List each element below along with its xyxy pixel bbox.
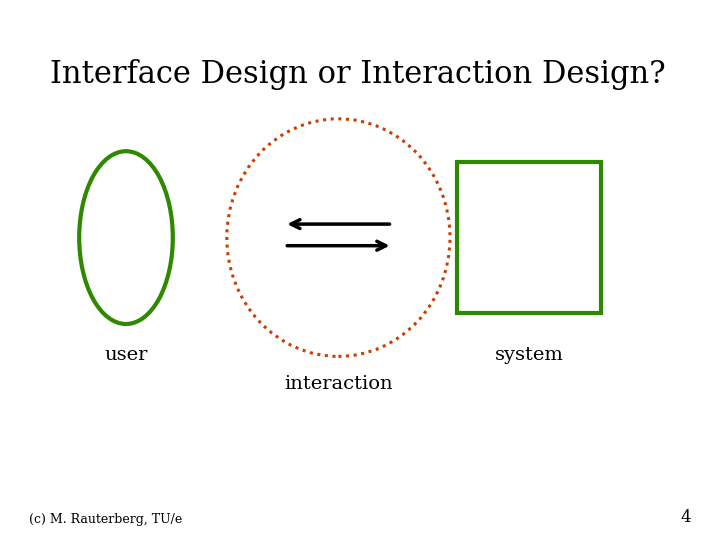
Text: interaction: interaction xyxy=(284,375,392,393)
Text: user: user xyxy=(104,346,148,363)
Text: (c) M. Rauterberg, TU/e: (c) M. Rauterberg, TU/e xyxy=(29,514,182,526)
Text: Interface Design or Interaction Design?: Interface Design or Interaction Design? xyxy=(50,59,666,90)
Text: 4: 4 xyxy=(680,510,691,526)
Text: system: system xyxy=(495,346,564,363)
Bar xyxy=(457,162,601,313)
